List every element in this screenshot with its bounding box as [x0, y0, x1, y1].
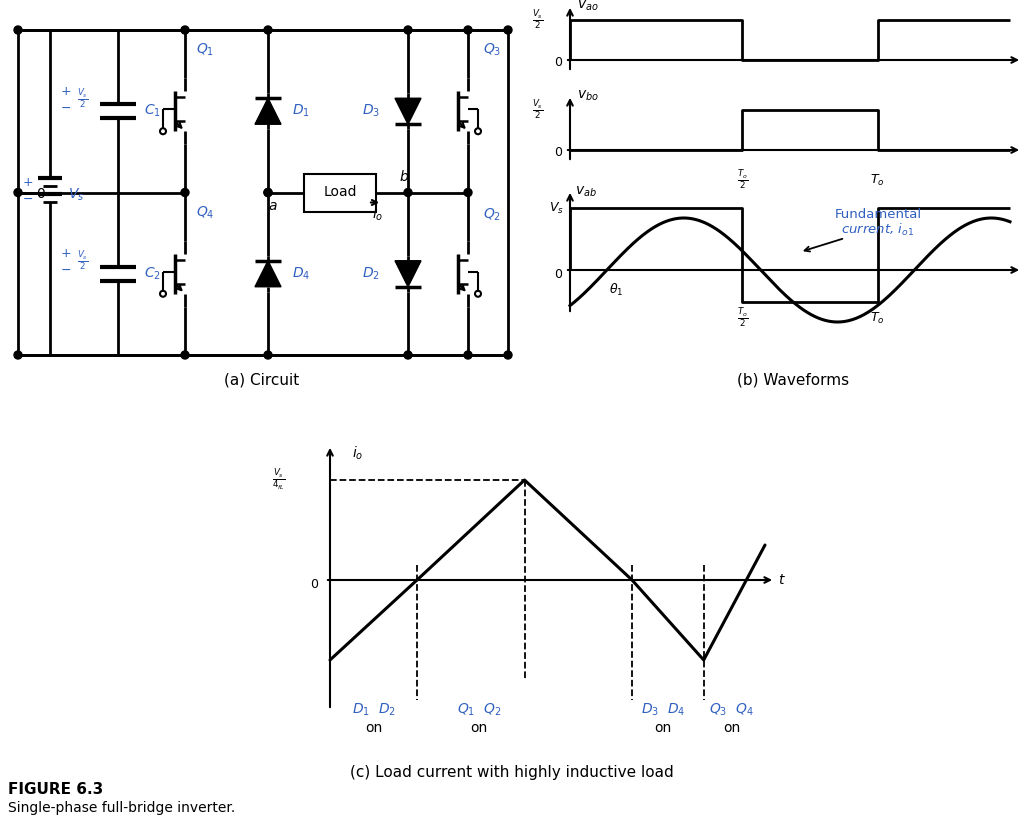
Circle shape — [464, 188, 472, 196]
Text: $C_1$: $C_1$ — [144, 103, 161, 120]
Text: $-$: $-$ — [60, 101, 72, 114]
Text: +: + — [23, 176, 34, 189]
Circle shape — [181, 26, 189, 34]
Polygon shape — [255, 99, 281, 124]
Text: $\frac{T_o}{2}$: $\frac{T_o}{2}$ — [736, 169, 748, 192]
Text: Single-phase full-bridge inverter.: Single-phase full-bridge inverter. — [8, 801, 236, 815]
Bar — [304, 174, 376, 212]
Text: $D_3$  $D_4$: $D_3$ $D_4$ — [641, 702, 685, 718]
Text: current, $i_{o1}$: current, $i_{o1}$ — [842, 222, 914, 238]
Text: Load: Load — [324, 186, 356, 200]
Circle shape — [404, 188, 412, 196]
Polygon shape — [255, 261, 281, 287]
Text: FIGURE 6.3: FIGURE 6.3 — [8, 782, 103, 798]
Text: $T_o$: $T_o$ — [870, 173, 885, 187]
Text: $\frac{T_o}{2}$: $\frac{T_o}{2}$ — [736, 306, 748, 330]
Text: (b) Waveforms: (b) Waveforms — [737, 372, 849, 387]
Text: on: on — [470, 721, 487, 735]
Text: $V_s$: $V_s$ — [549, 200, 563, 215]
Circle shape — [14, 351, 22, 359]
Text: $C_2$: $C_2$ — [144, 266, 161, 282]
Text: $Q_3$: $Q_3$ — [483, 42, 501, 58]
Text: $T_o$: $T_o$ — [870, 311, 885, 325]
Text: $a$: $a$ — [268, 200, 278, 214]
Text: 0: 0 — [554, 55, 562, 68]
Text: $\theta_1$: $\theta_1$ — [609, 282, 624, 298]
Text: 0: 0 — [554, 146, 562, 158]
Circle shape — [14, 188, 22, 196]
Text: $i_o$: $i_o$ — [352, 444, 364, 462]
Text: (a) Circuit: (a) Circuit — [224, 372, 300, 387]
Text: $i_o$: $i_o$ — [373, 206, 384, 223]
Text: $\frac{V_s}{2}$: $\frac{V_s}{2}$ — [77, 250, 89, 274]
Text: $v_{ao}$: $v_{ao}$ — [578, 0, 599, 13]
Text: on: on — [654, 721, 672, 735]
Circle shape — [264, 351, 272, 359]
Text: 0: 0 — [310, 578, 318, 591]
Circle shape — [14, 26, 22, 34]
Circle shape — [264, 188, 272, 196]
Text: $\frac{V_s}{2}$: $\frac{V_s}{2}$ — [77, 87, 89, 111]
Text: $-$: $-$ — [23, 192, 34, 205]
Circle shape — [181, 351, 189, 359]
Circle shape — [404, 351, 412, 359]
Text: $Q_2$: $Q_2$ — [483, 206, 501, 222]
Text: $t$: $t$ — [778, 573, 786, 587]
Text: on: on — [365, 721, 382, 735]
Text: $\frac{V_s}{2}$: $\frac{V_s}{2}$ — [532, 99, 544, 121]
Circle shape — [464, 351, 472, 359]
Text: $D_1$: $D_1$ — [292, 103, 310, 120]
Text: $V_s$: $V_s$ — [68, 187, 84, 203]
Text: $\frac{V_s}{2}$: $\frac{V_s}{2}$ — [532, 8, 544, 32]
Text: $Q_4$: $Q_4$ — [196, 205, 214, 221]
Text: $Q_3$  $Q_4$: $Q_3$ $Q_4$ — [710, 702, 755, 718]
Text: $D_1$  $D_2$: $D_1$ $D_2$ — [351, 702, 395, 718]
Text: +: + — [60, 85, 72, 98]
Polygon shape — [395, 99, 421, 124]
Circle shape — [181, 188, 189, 196]
Text: $Q_1$  $Q_2$: $Q_1$ $Q_2$ — [457, 702, 501, 718]
Text: +: + — [60, 247, 72, 260]
Circle shape — [504, 351, 512, 359]
Circle shape — [264, 188, 272, 196]
Text: (c) Load current with highly inductive load: (c) Load current with highly inductive l… — [350, 764, 674, 779]
Text: $v_{ab}$: $v_{ab}$ — [575, 185, 597, 199]
Text: $D_4$: $D_4$ — [292, 266, 310, 282]
Circle shape — [404, 26, 412, 34]
Text: $Q_1$: $Q_1$ — [196, 42, 214, 58]
Polygon shape — [395, 261, 421, 287]
Text: 0: 0 — [36, 187, 45, 201]
Text: $-$: $-$ — [60, 263, 72, 276]
Text: 0: 0 — [554, 267, 562, 280]
Circle shape — [264, 26, 272, 34]
Text: on: on — [723, 721, 740, 735]
Text: $D_2$: $D_2$ — [362, 266, 380, 282]
Text: Fundamental: Fundamental — [835, 209, 922, 222]
Text: $b$: $b$ — [399, 169, 409, 184]
Circle shape — [464, 26, 472, 34]
Text: $v_{bo}$: $v_{bo}$ — [578, 89, 599, 104]
Text: $D_3$: $D_3$ — [361, 103, 380, 120]
Circle shape — [504, 26, 512, 34]
Text: $\frac{V_s}{4_{fL}}$: $\frac{V_s}{4_{fL}}$ — [271, 468, 285, 492]
